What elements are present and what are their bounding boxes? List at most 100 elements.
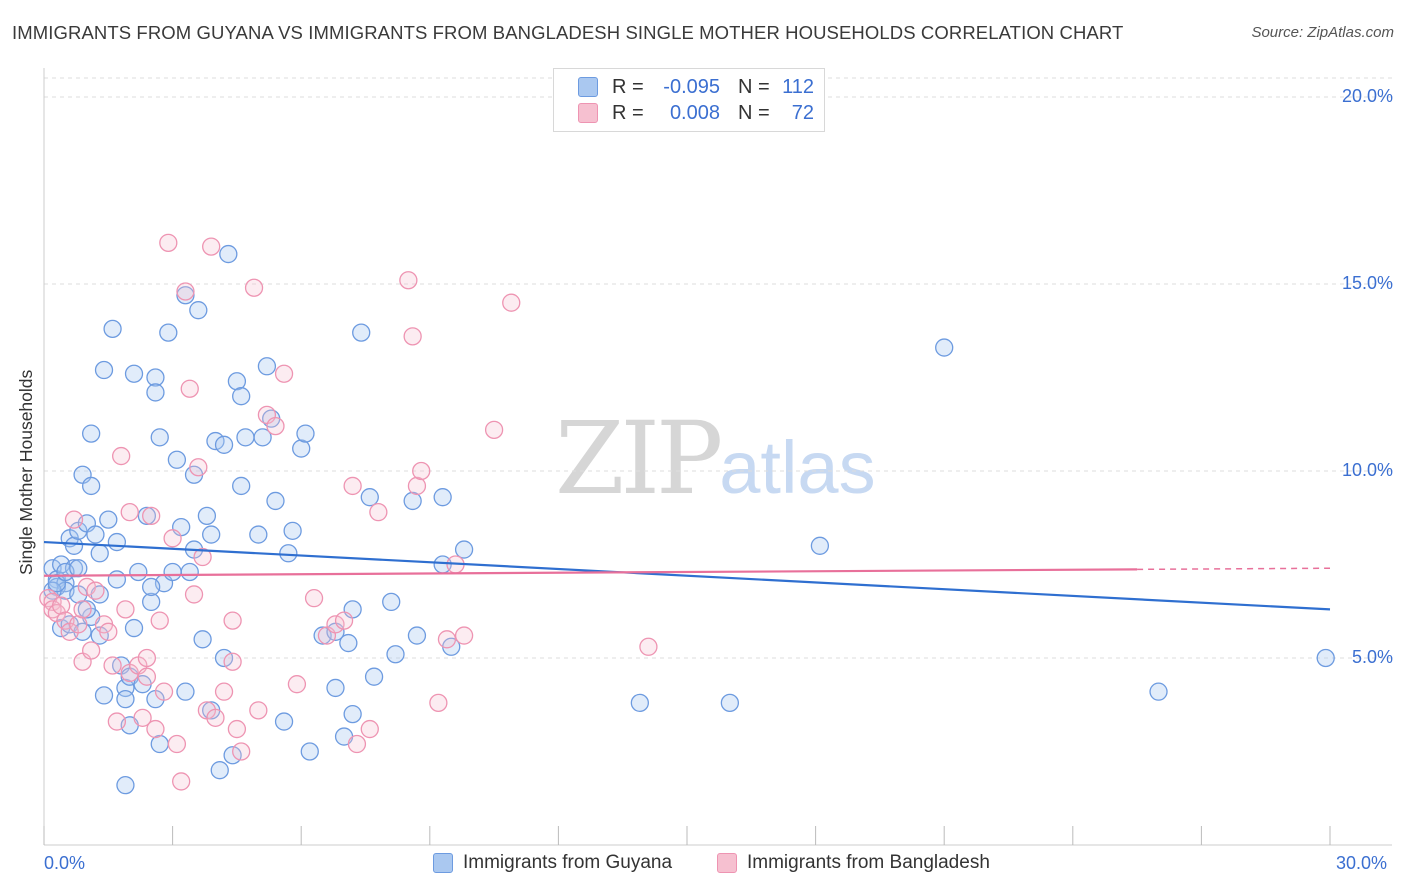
legend-row-bangladesh: R = 0.008 N = 72 (578, 100, 814, 126)
data-point-bangladesh (133, 708, 152, 727)
watermark: ZIPatlas (555, 400, 876, 517)
data-point-guyana (253, 428, 272, 447)
data-point-guyana (403, 491, 422, 511)
data-point-bangladesh (214, 682, 234, 701)
data-point-bangladesh (82, 641, 101, 660)
data-point-guyana (454, 540, 474, 559)
trend-line-bangladesh (43, 568, 1138, 577)
data-point-bangladesh (232, 742, 251, 761)
data-point-bangladesh (73, 600, 92, 619)
data-point-guyana (150, 734, 169, 754)
legend-swatch-bangladesh (717, 853, 737, 873)
data-point-bangladesh (167, 734, 187, 754)
data-point-guyana (266, 491, 285, 511)
data-point-guyana (163, 562, 182, 582)
data-point-bangladesh (86, 581, 105, 600)
data-point-bangladesh (343, 476, 362, 496)
data-point-bangladesh (184, 585, 204, 604)
data-point-bangladesh (304, 589, 324, 608)
data-point-guyana (107, 570, 127, 589)
data-point-bangladesh (202, 237, 221, 256)
data-point-bangladesh (266, 416, 285, 436)
legend-n-value: 112 (782, 75, 814, 98)
legend-r-value: 0.008 (669, 101, 720, 124)
data-point-guyana (142, 577, 161, 597)
trend-line-bangladesh-extension (1137, 567, 1331, 571)
data-point-guyana (339, 633, 358, 653)
data-point-guyana (352, 323, 371, 342)
data-point-guyana (343, 704, 362, 724)
data-point-guyana (146, 368, 165, 387)
data-point-guyana (935, 338, 954, 357)
data-point-bangladesh (112, 446, 131, 466)
data-point-bangladesh (369, 502, 388, 522)
y-tick-label: 5.0% (1351, 647, 1393, 667)
data-point-bangladesh (437, 630, 457, 649)
data-point-guyana (274, 712, 294, 731)
data-point-guyana (232, 476, 251, 496)
x-tick-label-min: 0.0% (44, 853, 86, 873)
data-point-guyana (167, 450, 187, 469)
data-point-bangladesh (403, 327, 422, 346)
data-point-bangladesh (176, 282, 195, 301)
legend-row-guyana: R = -0.095 N = 112 (578, 74, 814, 100)
data-point-guyana (150, 428, 169, 447)
data-point-guyana (1149, 682, 1168, 701)
watermark-zip: ZIP (555, 400, 723, 517)
data-point-bangladesh (172, 772, 191, 791)
data-point-guyana (300, 742, 319, 761)
legend-item-guyana: Immigrants from Guyana (433, 852, 672, 874)
series-legend: Immigrants from Guyana Immigrants from B… (0, 852, 1406, 878)
data-point-guyana (94, 360, 114, 380)
legend-r-label: R = (612, 101, 644, 124)
y-tick-label: 15.0% (1341, 273, 1393, 293)
data-point-bangladesh (150, 611, 169, 630)
data-point-guyana (116, 689, 135, 709)
data-point-guyana (296, 424, 315, 443)
data-point-guyana (202, 525, 221, 544)
correlation-legend: R = -0.095 N = 112 R = 0.008 N = 72 (553, 68, 825, 132)
data-point-guyana (146, 383, 165, 402)
data-point-guyana (107, 532, 127, 552)
data-point-bangladesh (159, 233, 178, 253)
data-point-guyana (86, 525, 105, 544)
data-point-bangladesh (107, 712, 127, 731)
data-point-guyana (279, 544, 298, 563)
data-point-guyana (64, 536, 84, 555)
legend-n-label: N = (738, 101, 770, 124)
data-point-bangladesh (64, 510, 84, 529)
source-label: Source: ZipAtlas.com (1251, 24, 1394, 41)
data-point-bangladesh (274, 364, 294, 383)
data-point-guyana (82, 424, 101, 443)
legend-r-label: R = (612, 75, 644, 98)
data-point-bangladesh (180, 379, 199, 398)
series-bangladesh (39, 233, 658, 791)
data-point-guyana (124, 618, 144, 638)
data-point-bangladesh (142, 506, 161, 526)
data-point-guyana (210, 761, 229, 780)
legend-swatch-bangladesh (578, 103, 598, 123)
data-point-bangladesh (137, 667, 157, 686)
data-point-guyana (227, 372, 247, 391)
data-point-guyana (124, 364, 144, 383)
data-point-guyana (257, 357, 277, 376)
data-point-bangladesh (99, 622, 118, 641)
data-point-bangladesh (244, 278, 264, 297)
data-point-guyana (219, 244, 238, 264)
data-point-guyana (176, 682, 195, 701)
data-point-guyana (810, 536, 830, 555)
data-point-bangladesh (116, 600, 135, 619)
y-tick-label: 20.0% (1341, 86, 1393, 106)
series-guyana (43, 244, 1335, 795)
data-point-guyana (77, 600, 97, 619)
data-point-bangladesh (227, 719, 247, 739)
data-point-bangladesh (334, 611, 354, 630)
data-point-bangladesh (146, 719, 165, 739)
data-point-guyana (1316, 648, 1335, 668)
data-point-guyana (82, 476, 101, 496)
data-point-guyana (382, 592, 401, 612)
data-point-bangladesh (154, 682, 174, 701)
data-point-bangladesh (120, 502, 139, 522)
data-point-guyana (129, 562, 148, 582)
